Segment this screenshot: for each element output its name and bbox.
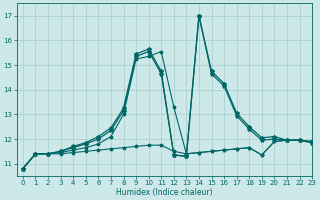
X-axis label: Humidex (Indice chaleur): Humidex (Indice chaleur) bbox=[116, 188, 213, 197]
